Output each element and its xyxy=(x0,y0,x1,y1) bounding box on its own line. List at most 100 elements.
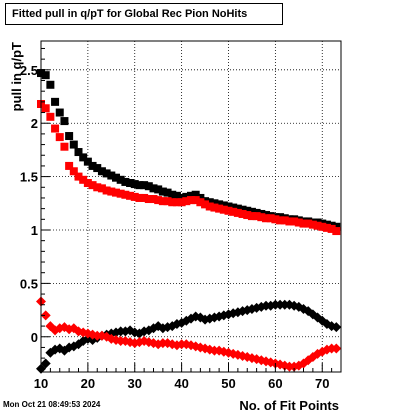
data-point-square xyxy=(154,185,163,194)
data-point-square xyxy=(65,132,74,141)
data-point-square xyxy=(41,71,50,80)
data-point-square xyxy=(290,217,299,226)
data-point-square xyxy=(210,199,219,208)
data-point-square xyxy=(224,202,233,211)
x-tick-label: 20 xyxy=(81,376,95,391)
data-point-square xyxy=(102,186,111,195)
data-point-square xyxy=(191,196,200,205)
data-point-square xyxy=(238,209,247,218)
data-point-square xyxy=(299,219,308,228)
data-point-square xyxy=(233,204,242,213)
data-point-square xyxy=(41,104,50,113)
data-point-square xyxy=(332,222,341,231)
data-point-square xyxy=(196,193,205,202)
x-tick-label: 10 xyxy=(34,376,48,391)
data-point-square xyxy=(126,179,135,188)
grid-lines xyxy=(40,41,341,372)
data-point-square xyxy=(93,164,102,173)
data-point-square xyxy=(74,172,83,181)
data-point-square xyxy=(65,161,74,170)
x-tick-label: 60 xyxy=(268,376,282,391)
data-point-square xyxy=(252,212,261,221)
data-point-square xyxy=(229,203,238,212)
chart-title: Fitted pull in q/pT for Global Rec Pion … xyxy=(12,8,248,20)
data-point-diamond xyxy=(40,358,51,369)
data-point-square xyxy=(172,191,181,200)
data-point-square xyxy=(126,191,135,200)
data-point-square xyxy=(205,198,214,207)
data-point-square xyxy=(97,184,106,193)
series-1 xyxy=(37,69,341,231)
data-point-square xyxy=(88,181,97,190)
y-tick-label: 2.5 xyxy=(20,63,38,78)
data-point-square xyxy=(187,196,195,205)
data-point-square xyxy=(83,157,92,166)
data-point-square xyxy=(172,198,181,207)
data-point-square xyxy=(79,175,88,184)
data-point-square xyxy=(182,197,191,206)
data-point-square xyxy=(74,148,83,157)
data-point-square xyxy=(121,177,130,186)
data-point-square xyxy=(247,207,256,216)
data-point-square xyxy=(243,211,252,220)
data-point-square xyxy=(322,223,331,232)
data-point-square xyxy=(51,124,60,133)
data-point-square xyxy=(247,212,256,221)
data-point-square xyxy=(257,213,266,222)
data-point-square xyxy=(201,200,210,209)
data-point-square xyxy=(304,219,313,228)
data-point-square xyxy=(107,171,116,180)
data-point-square xyxy=(285,217,294,226)
x-tick-label: 40 xyxy=(174,376,188,391)
y-tick-label: 0 xyxy=(31,330,38,345)
data-point-square xyxy=(149,195,158,204)
data-point-square xyxy=(112,173,120,182)
data-point-square xyxy=(280,216,289,225)
data-point-square xyxy=(271,215,280,224)
data-point-square xyxy=(163,197,172,206)
data-point-square xyxy=(88,161,97,170)
x-tick-label: 50 xyxy=(221,376,235,391)
data-point-diamond xyxy=(331,322,342,333)
axes: 10 20 30 40 50 60 70 0 0.5 1 1.5 2 2.5 xyxy=(20,47,342,391)
data-point-square xyxy=(168,190,177,199)
data-point-square xyxy=(187,191,195,200)
data-point-square xyxy=(51,97,60,106)
data-point-square xyxy=(191,190,200,199)
y-tick-label: 1.5 xyxy=(20,170,38,185)
data-point-square xyxy=(177,198,186,207)
data-point-square xyxy=(215,200,224,209)
data-point-square xyxy=(224,206,233,215)
data-point-square xyxy=(219,205,228,214)
series-2 xyxy=(37,99,341,236)
data-point-square xyxy=(196,198,205,207)
y-tick-label: 1 xyxy=(31,223,38,238)
data-point-square xyxy=(168,198,177,207)
data-point-square xyxy=(116,175,125,184)
y-tick-label: 2 xyxy=(31,116,38,131)
data-point-square xyxy=(102,169,111,178)
data-point-square xyxy=(318,222,327,231)
data-point-square xyxy=(107,187,116,196)
data-point-square xyxy=(262,214,270,223)
data-point-square xyxy=(294,218,303,227)
data-point-square xyxy=(308,220,317,229)
x-axis-label: No. of Fit Points xyxy=(239,398,339,413)
data-point-square xyxy=(158,197,167,206)
data-point-square xyxy=(243,206,252,215)
y-tick-label: 0.5 xyxy=(20,276,38,291)
x-tick-label: 30 xyxy=(128,376,142,391)
data-point-square xyxy=(276,216,285,225)
data-point-square xyxy=(83,179,92,188)
data-point-square xyxy=(140,181,149,190)
data-point-diamond xyxy=(40,310,51,321)
data-point-square xyxy=(130,180,139,189)
series-3 xyxy=(36,299,342,374)
data-point-square xyxy=(144,182,153,191)
data-point-square xyxy=(219,201,228,210)
data-point-square xyxy=(266,214,275,223)
data-point-square xyxy=(60,117,69,126)
data-point-square xyxy=(69,167,78,176)
data-markers xyxy=(36,69,342,374)
data-point-square xyxy=(55,133,64,142)
